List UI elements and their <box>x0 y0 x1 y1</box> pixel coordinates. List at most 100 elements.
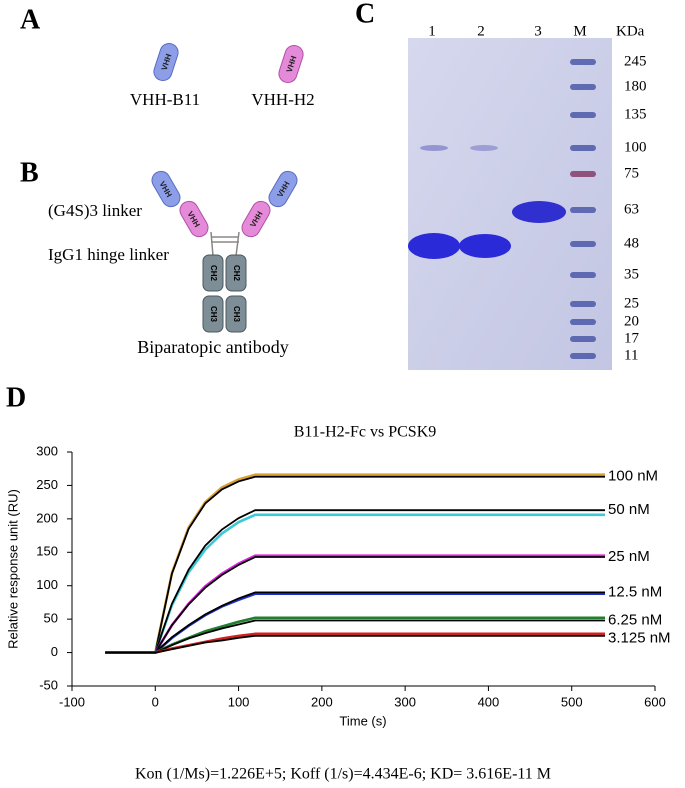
panel-label: B <box>20 157 39 188</box>
vhh-body <box>278 44 304 84</box>
fit-curve <box>105 475 606 654</box>
fc-domain-label: CH2 <box>209 265 218 282</box>
fit-curve <box>105 591 606 654</box>
gel-unit: KDa <box>616 23 645 39</box>
vhh-domain: VHH <box>153 42 179 82</box>
marker-size-label: 135 <box>624 106 647 122</box>
fc-domain <box>202 254 224 292</box>
kinetics-footer: Kon (1/Ms)=1.226E+5; Koff (1/s)=4.434E-6… <box>135 766 551 783</box>
series-label: 50 nM <box>608 501 650 518</box>
x-tick-label: 300 <box>394 694 416 709</box>
y-axis-title: Relative response unit (RU) <box>5 489 20 649</box>
marker-size-label: 25 <box>624 295 639 311</box>
vhh-name: VHH-B11 <box>130 90 200 109</box>
marker-size-label: 100 <box>624 139 647 155</box>
y-tick-label: 250 <box>36 477 58 492</box>
hinge-line <box>235 231 240 257</box>
x-tick-label: 600 <box>644 694 666 709</box>
marker-band <box>570 301 596 307</box>
response-curve <box>105 592 606 654</box>
lane-label: 2 <box>477 23 485 39</box>
x-tick-label: 400 <box>478 694 500 709</box>
marker-size-label: 48 <box>624 235 639 251</box>
marker-band <box>570 353 596 359</box>
lane-label: M <box>573 23 586 39</box>
vhh-domain: VHH <box>268 170 298 208</box>
marker-band <box>570 171 596 177</box>
marker-band <box>570 319 596 325</box>
marker-size-label: 180 <box>624 78 647 94</box>
hinge-label: IgG1 hinge linker <box>48 245 169 264</box>
vhh-body <box>179 200 209 238</box>
lane-label: 1 <box>428 23 436 39</box>
marker-band <box>570 112 596 118</box>
x-tick-label: 500 <box>561 694 583 709</box>
marker-band <box>570 59 596 65</box>
marker-band <box>570 241 596 247</box>
response-curve <box>105 554 606 654</box>
panel-label: D <box>6 382 26 413</box>
y-tick-label: 150 <box>36 544 58 559</box>
vhh-domain: VHH <box>241 200 271 238</box>
panel-label: C <box>355 0 375 29</box>
x-tick-label: 100 <box>228 694 250 709</box>
fc-domain-label: CH3 <box>209 306 218 323</box>
marker-band <box>570 207 596 213</box>
response-curve <box>105 473 606 654</box>
series-label: 3.125 nM <box>608 629 671 646</box>
fit-curve <box>105 634 606 654</box>
x-axis-title: Time (s) <box>339 713 386 728</box>
marker-size-label: 63 <box>624 201 639 217</box>
y-tick-label: 100 <box>36 577 58 592</box>
marker-size-label: 11 <box>624 347 638 363</box>
y-tick-label: 0 <box>51 644 58 659</box>
y-tick-label: 50 <box>44 611 58 626</box>
gel-band <box>470 145 498 151</box>
marker-band <box>570 145 596 151</box>
x-tick-label: 0 <box>152 694 159 709</box>
series-label: 100 nM <box>608 468 658 485</box>
marker-band <box>570 272 596 278</box>
marker-size-label: 20 <box>624 313 639 329</box>
gel-band <box>459 234 511 258</box>
x-tick-label: -100 <box>59 694 85 709</box>
y-tick-label: -50 <box>39 677 58 692</box>
chart-title: B11-H2-Fc vs PCSK9 <box>294 424 437 441</box>
hinge <box>210 231 240 257</box>
series-label: 12.5 nM <box>608 583 662 600</box>
fc-domain <box>225 295 247 333</box>
vhh-body <box>153 42 179 82</box>
gel-band <box>420 145 448 151</box>
panel-label: A <box>20 4 41 35</box>
marker-size-label: 35 <box>624 266 639 282</box>
series-label: 25 nM <box>608 548 650 565</box>
vhh-body <box>151 170 181 208</box>
x-tick-label: 200 <box>311 694 333 709</box>
fit-curve <box>105 556 606 654</box>
fc-domain <box>225 254 247 292</box>
fc-domain <box>202 295 224 333</box>
fit-curve <box>105 509 606 654</box>
vhh-domain: VHH <box>151 170 181 208</box>
marker-size-label: 75 <box>624 165 639 181</box>
gel <box>408 38 612 370</box>
marker-band <box>570 336 596 342</box>
fc-domain-label: CH3 <box>232 306 241 323</box>
antibody-caption: Biparatopic antibody <box>137 337 288 357</box>
y-tick-label: 200 <box>36 510 58 525</box>
vhh-domain: VHH <box>278 44 304 84</box>
fc-domain-label: CH2 <box>232 265 241 282</box>
hinge-line <box>210 231 214 257</box>
series-label: 6.25 nM <box>608 611 662 628</box>
vhh-domain: VHH <box>179 200 209 238</box>
marker-size-label: 245 <box>624 53 647 69</box>
y-tick-label: 300 <box>36 443 58 458</box>
gel-band <box>512 201 566 223</box>
lane-label: 3 <box>534 23 542 39</box>
marker-size-label: 17 <box>624 330 640 346</box>
gel-band <box>408 233 460 259</box>
vhh-name: VHH-H2 <box>251 90 314 109</box>
linker-label: (G4S)3 linker <box>48 201 142 220</box>
marker-band <box>570 84 596 90</box>
